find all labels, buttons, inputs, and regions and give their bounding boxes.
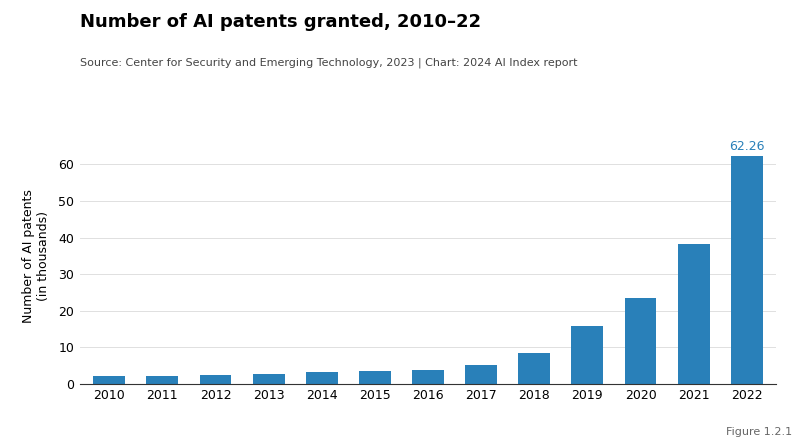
Bar xyxy=(731,156,762,384)
Text: 62.26: 62.26 xyxy=(729,140,765,153)
Text: Number of AI patents granted, 2010–22: Number of AI patents granted, 2010–22 xyxy=(80,13,481,31)
Bar xyxy=(412,370,444,384)
Bar xyxy=(678,244,710,384)
Bar xyxy=(625,298,657,384)
Y-axis label: Number of AI patents
(in thousands): Number of AI patents (in thousands) xyxy=(22,189,50,323)
Text: Source: Center for Security and Emerging Technology, 2023 | Chart: 2024 AI Index: Source: Center for Security and Emerging… xyxy=(80,57,578,68)
Bar xyxy=(199,374,231,384)
Bar xyxy=(253,374,285,384)
Text: Figure 1.2.1: Figure 1.2.1 xyxy=(726,426,792,437)
Bar xyxy=(146,376,178,384)
Bar xyxy=(306,372,338,384)
Bar xyxy=(359,371,391,384)
Bar xyxy=(518,353,550,384)
Bar xyxy=(571,326,603,384)
Bar xyxy=(94,376,125,384)
Bar xyxy=(465,365,497,384)
